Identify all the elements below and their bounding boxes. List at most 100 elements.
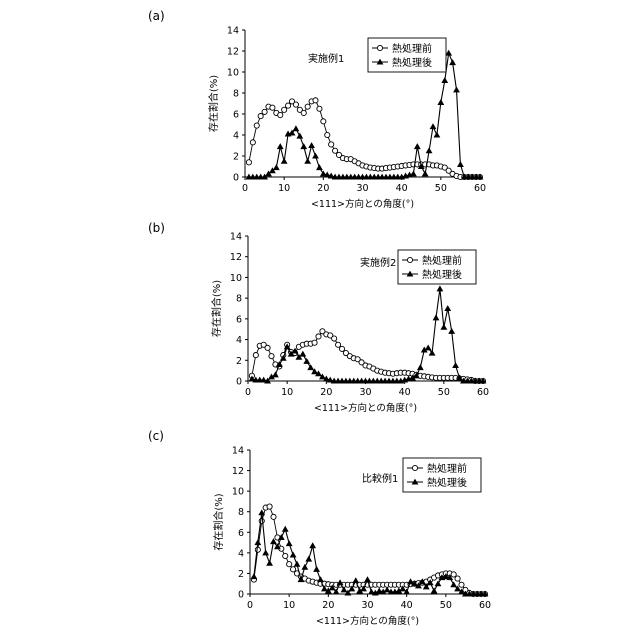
x-tick-label: 60 — [474, 183, 486, 194]
data-point — [332, 336, 337, 341]
legend: 熱処理前熱処理後 — [368, 38, 446, 72]
data-point — [278, 112, 283, 117]
data-point — [287, 562, 292, 567]
data-point — [437, 285, 444, 291]
data-point — [301, 564, 308, 570]
data-point — [305, 556, 312, 562]
y-tick-label: 8 — [236, 294, 242, 305]
data-point — [459, 582, 464, 587]
x-axis-title: <111>方向との角度(°) — [314, 402, 417, 414]
data-point — [449, 59, 456, 65]
data-point — [309, 542, 316, 548]
data-point — [290, 567, 295, 572]
y-tick-label: 2 — [238, 569, 244, 580]
data-point — [294, 561, 301, 567]
x-tick-label: 10 — [281, 387, 293, 398]
x-tick-label: 60 — [479, 600, 491, 611]
y-tick-label: 4 — [233, 131, 239, 142]
y-tick-label: 2 — [233, 152, 239, 163]
data-point — [293, 102, 298, 107]
legend-label: 熱処理前 — [422, 254, 462, 267]
data-point — [317, 106, 322, 111]
chart-panel-3: (c)024681012140102030405060<111>方向との角度(°… — [148, 429, 491, 627]
legend-label: 熱処理後 — [422, 268, 462, 281]
data-point — [352, 577, 359, 583]
y-tick-label: 4 — [236, 335, 242, 346]
x-tick-label: 0 — [242, 183, 248, 194]
data-point — [440, 324, 447, 330]
figure: (a)024681012140102030405060<111>方向との角度(°… — [0, 0, 640, 640]
x-tick-label: 50 — [440, 600, 452, 611]
data-point — [341, 586, 348, 592]
x-tick-label: 20 — [322, 600, 334, 611]
data-point — [444, 305, 451, 311]
legend: 熱処理前熱処理後 — [398, 250, 476, 284]
y-tick-label: 14 — [232, 446, 244, 457]
data-point — [316, 164, 323, 170]
data-point — [262, 109, 267, 114]
data-point — [254, 539, 261, 545]
data-point — [329, 142, 334, 147]
y-axis-title: 存在割合(%) — [210, 280, 223, 337]
data-point — [307, 364, 314, 370]
y-tick-label: 6 — [233, 110, 239, 121]
legend-label: 熱処理前 — [392, 42, 432, 55]
legend-label: 熱処理前 — [427, 462, 467, 475]
y-tick-label: 0 — [236, 377, 242, 388]
legend-label: 熱処理後 — [427, 476, 467, 489]
x-tick-label: 10 — [278, 183, 290, 194]
data-point — [316, 334, 321, 339]
y-tick-label: 4 — [238, 548, 244, 559]
data-point — [296, 133, 303, 139]
chart-panel-2: (b)024681012140102030405060<111>方向との角度(°… — [148, 221, 489, 414]
y-tick-label: 14 — [227, 26, 239, 37]
data-point — [250, 140, 255, 145]
y-tick-label: 14 — [230, 232, 242, 243]
x-tick-label: 20 — [320, 387, 332, 398]
data-point — [304, 158, 311, 164]
y-tick-label: 10 — [230, 273, 242, 284]
data-point — [450, 581, 457, 587]
x-tick-label: 60 — [477, 387, 489, 398]
data-point — [308, 142, 315, 148]
series-before — [246, 98, 482, 180]
x-axis-title: <111>方向との角度(°) — [316, 615, 419, 627]
y-tick-label: 6 — [238, 528, 244, 539]
x-tick-label: 0 — [245, 387, 251, 398]
data-point — [339, 346, 344, 351]
panel-label: (c) — [148, 429, 164, 443]
example-label: 比較例1 — [362, 472, 398, 485]
data-point — [433, 314, 440, 320]
legend: 熱処理前熱処理後 — [403, 458, 481, 492]
legend-marker — [412, 465, 417, 470]
data-point — [448, 328, 455, 334]
y-tick-label: 12 — [230, 252, 242, 263]
data-point — [313, 566, 320, 572]
x-tick-label: 30 — [356, 183, 368, 194]
data-point — [457, 161, 464, 167]
data-point — [303, 358, 310, 364]
data-point — [434, 132, 441, 138]
y-axis-title: 存在割合(%) — [212, 493, 225, 550]
data-point — [270, 105, 275, 110]
data-point — [417, 364, 424, 370]
data-point — [293, 125, 300, 131]
data-point — [290, 552, 297, 558]
data-point — [431, 588, 438, 594]
data-point — [317, 576, 324, 582]
data-point — [451, 572, 456, 577]
legend-label: 熱処理後 — [392, 56, 432, 69]
data-point — [262, 549, 269, 555]
data-point — [282, 526, 289, 532]
data-point — [285, 103, 290, 108]
y-tick-label: 10 — [227, 68, 239, 79]
data-point — [272, 371, 279, 377]
data-point — [452, 362, 459, 368]
x-tick-label: 40 — [396, 183, 408, 194]
data-point — [300, 143, 307, 149]
data-point — [425, 344, 432, 350]
series-before — [249, 329, 485, 384]
data-point — [435, 580, 442, 586]
data-point — [258, 114, 263, 119]
x-tick-label: 40 — [399, 387, 411, 398]
